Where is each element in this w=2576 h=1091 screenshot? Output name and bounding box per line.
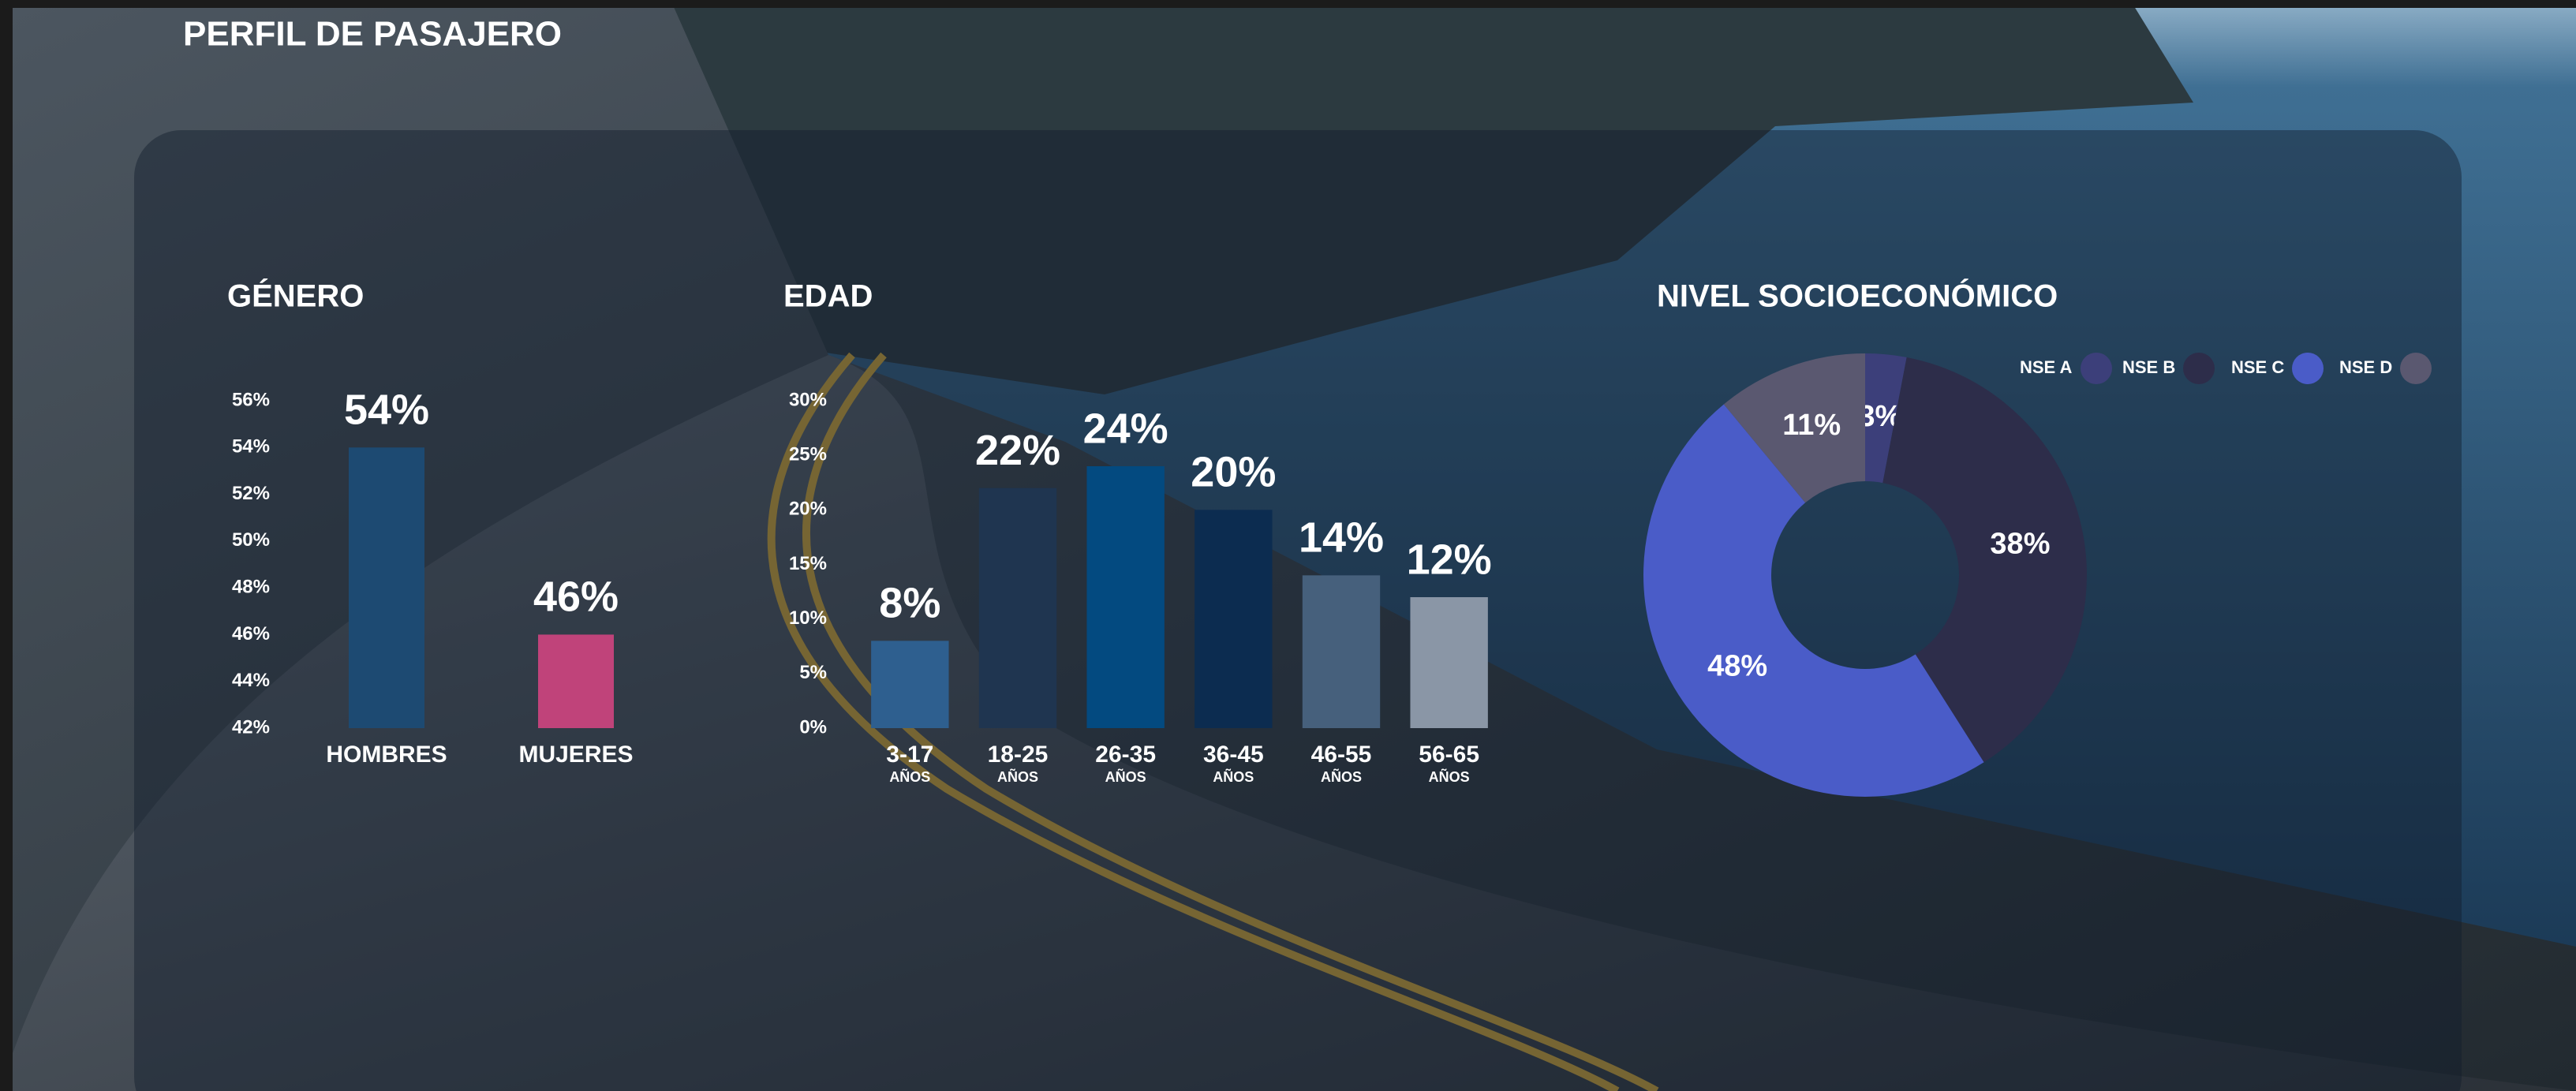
- value-label: 20%: [1191, 449, 1276, 496]
- legend-label: NSE A: [2020, 357, 2073, 377]
- x-tick-label: 36-45: [1203, 742, 1264, 768]
- x-tick-label: 18-25: [988, 742, 1049, 768]
- frame: [0, 0, 2576, 8]
- x-tick-note: AÑOS: [1213, 768, 1254, 785]
- legend-swatch: [2292, 353, 2324, 384]
- y-tick-label: 0%: [799, 716, 827, 738]
- value-label: 38%: [1990, 528, 2050, 561]
- x-tick-label: MUJERES: [518, 742, 633, 768]
- x-tick-note: AÑOS: [889, 768, 930, 785]
- bar: [1410, 597, 1487, 728]
- value-label: 46%: [533, 574, 619, 621]
- bar: [1195, 510, 1272, 728]
- bar: [871, 641, 948, 728]
- x-tick-label: 26-35: [1095, 742, 1156, 768]
- x-tick-note: AÑOS: [1429, 768, 1470, 785]
- legend-swatch: [2400, 353, 2432, 384]
- y-tick-label: 44%: [232, 670, 270, 691]
- x-tick-label: 46-55: [1311, 742, 1372, 768]
- x-tick-label: 3-17: [886, 742, 933, 768]
- y-tick-label: 48%: [232, 576, 270, 597]
- y-tick-label: 46%: [232, 623, 270, 645]
- value-label: 12%: [1407, 536, 1492, 583]
- y-tick-label: 20%: [789, 499, 827, 520]
- legend-swatch: [2183, 353, 2215, 384]
- y-tick-label: 25%: [789, 444, 827, 465]
- legend-label: NSE C: [2231, 357, 2284, 377]
- x-tick-note: AÑOS: [1105, 768, 1146, 785]
- x-tick-label: HOMBRES: [326, 742, 447, 768]
- panel: [134, 130, 2462, 1091]
- value-label: 48%: [1707, 650, 1767, 683]
- y-tick-label: 52%: [232, 483, 270, 504]
- page-title: PERFIL DE PASAJERO: [183, 15, 562, 54]
- value-label: 14%: [1299, 514, 1384, 562]
- value-label: 24%: [1083, 405, 1168, 452]
- bar: [349, 447, 424, 728]
- legend-label: NSE D: [2339, 357, 2392, 377]
- x-tick-note: AÑOS: [1321, 768, 1362, 785]
- page: PERFIL DE PASAJERO GÉNERO 42% 44% 46% 48% 50%…: [0, 0, 2576, 1091]
- legend-label: NSE B: [2122, 357, 2175, 377]
- y-tick-label: 50%: [232, 529, 270, 551]
- x-tick-note: AÑOS: [997, 768, 1038, 785]
- y-tick-label: 30%: [789, 389, 827, 410]
- value-label: 8%: [879, 580, 940, 627]
- legend-swatch: [2081, 353, 2112, 384]
- chart-title: NIVEL SOCIOECONÓMICO: [1657, 278, 2058, 314]
- y-tick-label: 56%: [232, 389, 270, 410]
- bar: [538, 634, 614, 728]
- slide: PERFIL DE PASAJERO GÉNERO 42% 44% 46% 48% 50%…: [0, 0, 2576, 1091]
- y-tick-label: 54%: [232, 436, 270, 458]
- value-label: 22%: [975, 427, 1060, 474]
- bar: [1086, 466, 1164, 728]
- y-tick-label: 42%: [232, 716, 270, 738]
- x-tick-label: 56-65: [1419, 742, 1479, 768]
- chart-title: GÉNERO: [227, 278, 364, 314]
- bar: [979, 488, 1056, 728]
- chart-title: EDAD: [783, 279, 873, 314]
- value-label: 11%: [1782, 409, 1841, 442]
- bar: [1303, 575, 1380, 728]
- frame: [0, 0, 13, 1091]
- y-tick-label: 10%: [789, 607, 827, 629]
- y-tick-label: 15%: [789, 553, 827, 574]
- y-tick-label: 5%: [799, 662, 827, 683]
- value-label: 54%: [344, 387, 429, 434]
